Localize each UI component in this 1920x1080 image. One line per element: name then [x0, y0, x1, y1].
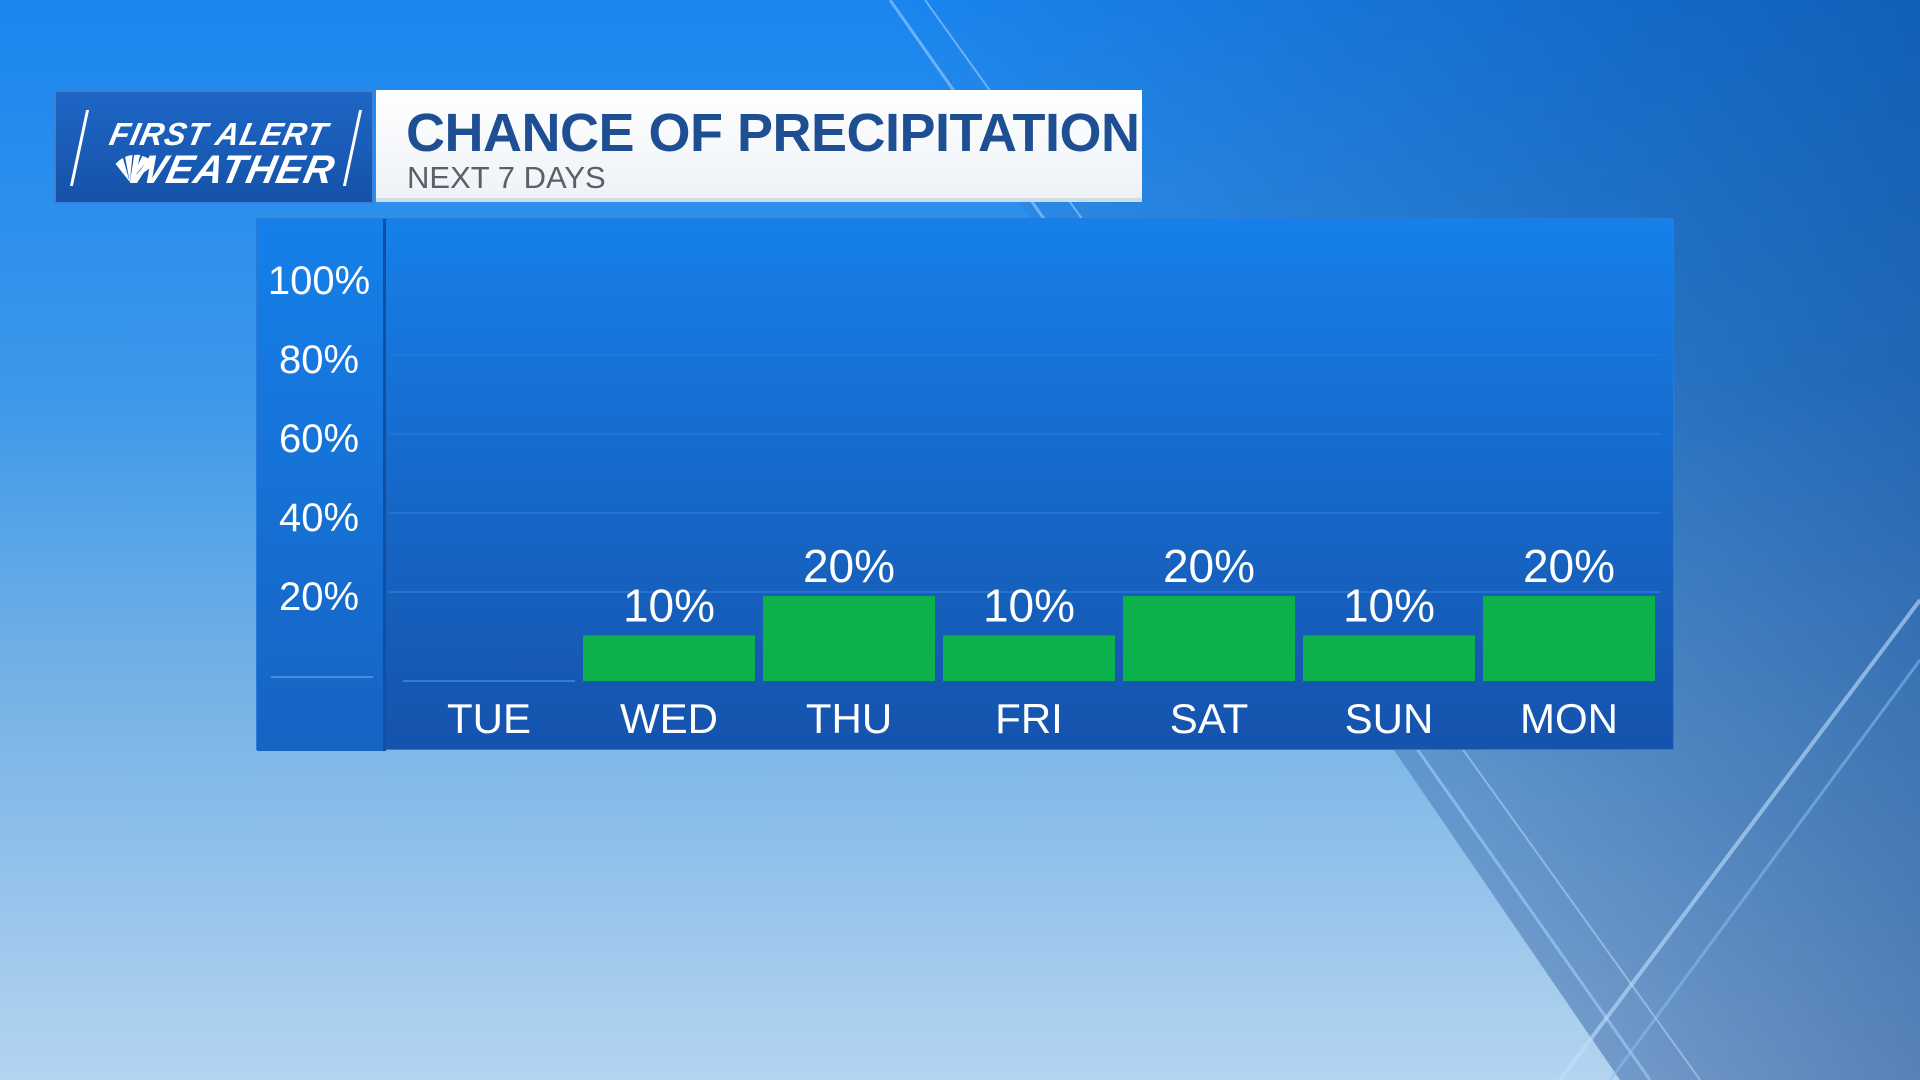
bars — [403, 596, 1655, 682]
y-tick-label: 60% — [279, 417, 359, 461]
y-axis-ticks: 20% 40% 60% 80% 100% — [268, 259, 373, 678]
y-tick-label: 80% — [279, 338, 359, 382]
bar-wed — [583, 635, 755, 681]
day-label-thu: THU — [806, 695, 892, 742]
y-tick-label: 100% — [268, 259, 370, 303]
value-label-fri: 10% — [983, 580, 1075, 632]
y-tick-label: 20% — [279, 575, 359, 619]
value-label-mon: 20% — [1523, 540, 1615, 592]
first-alert-weather-logo: FIRST ALERT WEATHER — [54, 90, 374, 204]
y-tick-label: 40% — [279, 496, 359, 540]
chart-subtitle: NEXT 7 DAYS — [407, 160, 606, 195]
chart-title: CHANCE OF PRECIPITATION — [406, 103, 1140, 163]
day-label-tue: TUE — [447, 695, 531, 742]
title-card: CHANCE OF PRECIPITATION NEXT 7 DAYS — [376, 90, 1142, 202]
peacock-icon — [115, 154, 154, 182]
bar-sat — [1123, 596, 1295, 681]
x-axis-labels: TUE WED THU FRI SAT SUN MON — [447, 695, 1618, 742]
day-label-mon: MON — [1520, 695, 1618, 742]
day-label-sat: SAT — [1170, 695, 1249, 742]
bar-mon — [1483, 596, 1655, 681]
gridlines — [389, 275, 1661, 593]
value-labels: 10% 20% 10% 20% 10% 20% — [623, 540, 1615, 632]
day-label-sun: SUN — [1345, 695, 1434, 742]
day-label-wed: WED — [620, 695, 718, 742]
value-label-sun: 10% — [1343, 580, 1435, 632]
value-label-thu: 20% — [803, 540, 895, 592]
bar-thu — [763, 596, 935, 681]
day-label-fri: FRI — [995, 695, 1063, 742]
bar-fri — [943, 635, 1115, 681]
value-label-sat: 20% — [1163, 540, 1255, 592]
bar-sun — [1303, 635, 1475, 681]
y-axis-gutter — [257, 219, 386, 751]
value-label-wed: 10% — [623, 580, 715, 632]
logo-frame: FIRST ALERT WEATHER — [69, 110, 363, 192]
bar-chart: 20% 40% 60% 80% 100% 10% 20% 10% 20% 10% 20% TUE W… — [268, 259, 1661, 742]
chart-panel: 20% 40% 60% 80% 100% 10% 20% 10% 20% 10% 20% TUE W… — [256, 218, 1674, 751]
